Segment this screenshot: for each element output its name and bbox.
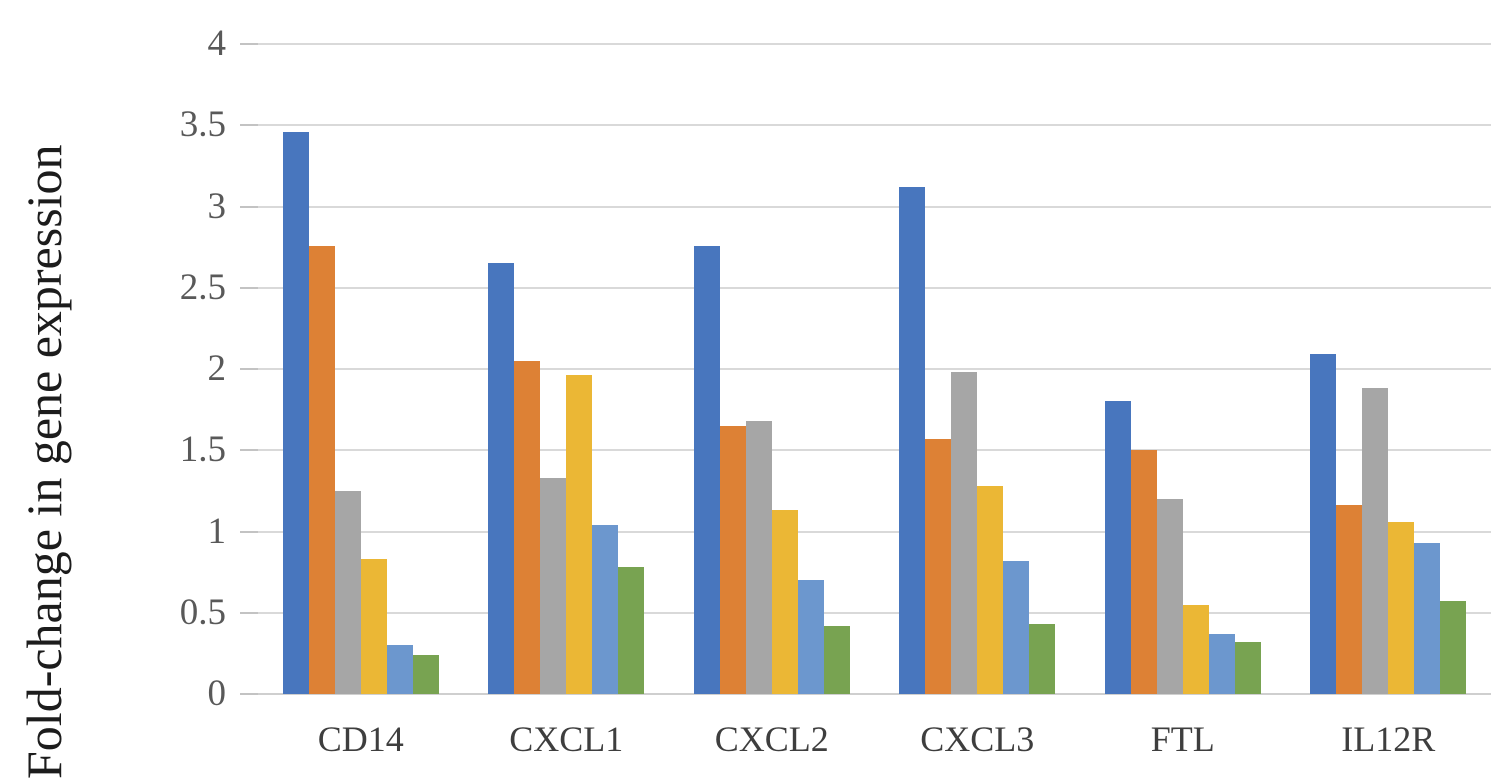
bar-group-cxcl1 xyxy=(464,44,670,694)
bar-il12r-series-1-blue xyxy=(1310,354,1337,694)
x-category-label: CXCL1 xyxy=(509,719,624,759)
x-category-label: CD14 xyxy=(317,719,404,759)
x-category-label: IL12R xyxy=(1341,719,1436,759)
gridline xyxy=(258,43,1491,45)
bar-cd14-series-2-orange xyxy=(308,246,335,694)
y-tick-label: 0 xyxy=(207,673,227,714)
bar-cd14-series-1-blue xyxy=(282,132,309,694)
y-tick-label: 1 xyxy=(207,511,227,552)
y-axis-tick-marks xyxy=(240,43,259,695)
bar-cxcl3-series-4-yellow xyxy=(977,486,1004,694)
y-tick-mark xyxy=(240,612,259,614)
bar-cxcl1-series-4-yellow xyxy=(566,375,593,694)
bar-cxcl2-series-1-blue xyxy=(693,246,720,694)
x-axis-line xyxy=(258,693,1491,695)
gridline xyxy=(258,612,1491,614)
bar-group-cxcl3 xyxy=(875,44,1081,694)
bar-cxcl1-series-1-blue xyxy=(488,263,515,694)
bar-il12r-series-3-gray xyxy=(1362,388,1389,694)
bar-ftl-series-3-gray xyxy=(1156,499,1183,694)
bar-group-cxcl2 xyxy=(669,44,875,694)
bar-cxcl2-series-2-orange xyxy=(719,426,746,694)
y-tick-label: 1.5 xyxy=(179,429,226,470)
bar-cxcl3-series-6-green xyxy=(1029,624,1056,694)
x-category-label: CXCL3 xyxy=(920,719,1035,759)
gridline xyxy=(258,206,1491,208)
bar-cxcl1-series-2-orange xyxy=(514,361,541,694)
bar-cxcl1-series-3-gray xyxy=(540,478,567,694)
gridline xyxy=(258,368,1491,370)
plot-area xyxy=(258,43,1491,695)
y-tick-mark xyxy=(240,531,259,533)
y-tick-mark xyxy=(240,368,259,370)
bar-ftl-series-6-green xyxy=(1234,642,1261,694)
y-tick-mark xyxy=(240,287,259,289)
bar-cxcl2-series-5-light-blue xyxy=(797,580,824,694)
bar-cd14-series-5-light-blue xyxy=(386,645,413,694)
y-tick-label: 2 xyxy=(207,348,227,389)
x-category-label: CXCL2 xyxy=(714,719,829,759)
bar-cxcl2-series-3-gray xyxy=(745,421,772,694)
bar-cxcl3-series-5-light-blue xyxy=(1003,561,1030,694)
bar-il12r-series-6-green xyxy=(1440,601,1467,694)
y-tick-label: 3 xyxy=(207,186,227,227)
x-category-label: FTL xyxy=(1150,719,1215,759)
bar-cd14-series-6-green xyxy=(412,655,439,694)
x-axis-category-labels: CD14 CXCL1 CXCL2 CXCL3 FTL IL12R xyxy=(258,714,1491,764)
bar-cd14-series-3-gray xyxy=(334,491,361,694)
gridline xyxy=(258,287,1491,289)
y-tick-mark xyxy=(240,43,259,45)
bar-cxcl2-series-4-yellow xyxy=(771,510,798,694)
gridline xyxy=(258,124,1491,126)
y-tick-label: 3.5 xyxy=(179,104,226,145)
y-tick-mark xyxy=(240,124,259,126)
bar-cxcl3-series-1-blue xyxy=(899,187,926,694)
bar-group-cd14 xyxy=(258,44,464,694)
y-tick-mark xyxy=(240,449,259,451)
bar-cxcl3-series-3-gray xyxy=(951,372,978,694)
bar-ftl-series-5-light-blue xyxy=(1208,634,1235,694)
bar-groups xyxy=(258,44,1491,694)
bar-group-ftl xyxy=(1080,44,1286,694)
y-tick-mark xyxy=(240,693,259,695)
bar-group-il12r xyxy=(1286,44,1491,694)
y-tick-label: 0.5 xyxy=(179,592,226,633)
y-axis-tick-labels: 4 3.5 3 2.5 2 1.5 1 0.5 0 xyxy=(0,23,227,714)
bar-il12r-series-2-orange xyxy=(1336,505,1363,694)
gridline xyxy=(258,449,1491,451)
bar-cxcl2-series-6-green xyxy=(823,626,850,694)
bar-ftl-series-2-orange xyxy=(1130,450,1157,694)
gridline xyxy=(258,531,1491,533)
bar-il12r-series-5-light-blue xyxy=(1414,543,1441,694)
bar-cxcl1-series-5-light-blue xyxy=(592,525,619,694)
bar-cxcl3-series-2-orange xyxy=(925,439,952,694)
bar-il12r-series-4-yellow xyxy=(1388,522,1415,694)
y-tick-mark xyxy=(240,206,259,208)
bar-cd14-series-4-yellow xyxy=(360,559,387,694)
bar-cxcl1-series-6-green xyxy=(618,567,645,694)
y-tick-label: 4 xyxy=(207,23,227,64)
bar-ftl-series-1-blue xyxy=(1104,401,1131,694)
y-tick-label: 2.5 xyxy=(179,267,226,308)
bar-ftl-series-4-yellow xyxy=(1182,605,1209,694)
